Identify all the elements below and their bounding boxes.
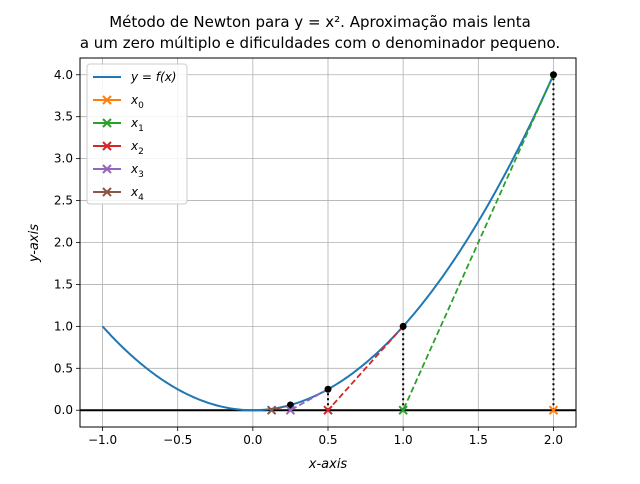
x-tick-label: 1.5: [469, 433, 488, 447]
iterate-marker-x3: [285, 405, 296, 415]
y-axis-label: y-axis: [27, 224, 42, 263]
curve-point: [399, 322, 407, 330]
x-tick-label: 2.0: [544, 433, 563, 447]
y-tick-label: 1.5: [54, 277, 73, 291]
legend-entry: x2: [93, 139, 144, 157]
legend-entry: x4: [93, 185, 144, 203]
tangent-line: [327, 325, 404, 411]
y-tick-label: 3.0: [54, 152, 73, 166]
iterate-marker-x4: [266, 405, 277, 415]
legend-label: x3: [130, 162, 144, 180]
legend-marker: [102, 95, 112, 105]
legend-entry: y = f(x): [93, 70, 176, 84]
tangent-line: [402, 74, 555, 411]
curve-point: [324, 385, 332, 393]
x-tick-label: 0.5: [318, 433, 337, 447]
legend-label: x2: [130, 139, 144, 157]
x-tick-label: 0.0: [243, 433, 262, 447]
legend-label: x4: [130, 185, 144, 203]
chart-title-line-2: a um zero múltiplo e dificuldades com o …: [79, 34, 561, 52]
plot-area: [80, 71, 576, 415]
x-tick-label: 1.0: [394, 433, 413, 447]
legend: y = f(x) x0 x1 x2 x3 x4: [86, 63, 188, 205]
iterate-marker-x0: [548, 405, 559, 415]
legend-marker: [102, 164, 112, 174]
curve-point: [549, 71, 557, 79]
legend-label: y = f(x): [130, 70, 176, 84]
x-tick-label: −1.0: [88, 433, 117, 447]
y-tick-label: 0.5: [54, 361, 73, 375]
legend-marker: [102, 118, 112, 128]
tangent-line: [289, 388, 329, 412]
chart-title-line-1: Método de Newton para y = x². Aproximaçã…: [109, 13, 531, 31]
legend-entry: x0: [93, 93, 144, 111]
legend-box: [86, 63, 188, 205]
y-tick-label: 1.0: [54, 319, 73, 333]
legend-entry: x1: [93, 116, 144, 134]
legend-entry: x3: [93, 162, 144, 180]
legend-marker: [102, 141, 112, 151]
iterate-marker-x2: [323, 405, 333, 415]
y-tick-label: 2.5: [54, 194, 73, 208]
curve-point: [286, 401, 294, 409]
y-tick-label: 4.0: [54, 68, 73, 82]
legend-label: x0: [130, 93, 144, 111]
x-tick-label: −0.5: [163, 433, 192, 447]
y-tick-label: 3.5: [54, 110, 73, 124]
axis-ticks: −1.0 −0.5 0.0 0.5 1.0 1.5 2.0 0.0 0.5 1.0 1.5 2.0 2.…: [54, 68, 563, 447]
iterate-marker-x1: [398, 405, 408, 415]
legend-marker: [102, 187, 112, 197]
x-axis-label: x-axis: [308, 457, 348, 472]
y-tick-label: 0.0: [54, 403, 73, 417]
y-tick-label: 2.0: [54, 236, 73, 250]
chart-title: Método de Newton para y = x². Aproximaçã…: [0, 12, 640, 54]
legend-label: x1: [130, 116, 144, 134]
